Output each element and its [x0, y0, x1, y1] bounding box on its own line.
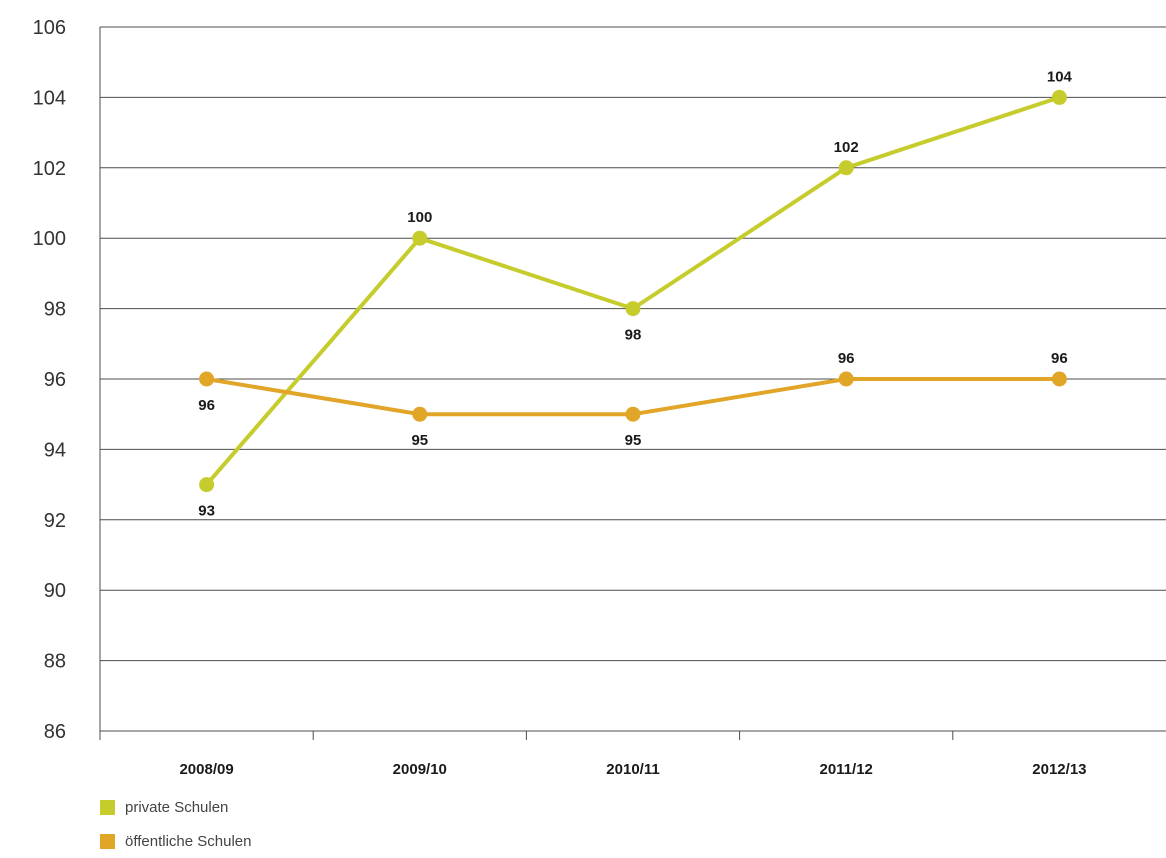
data-point [625, 301, 641, 317]
data-point [199, 371, 215, 387]
data-label: 95 [625, 432, 642, 449]
legend-label-private: private Schulen [125, 798, 229, 816]
data-label: 98 [625, 327, 642, 344]
legend-swatch-private [100, 799, 115, 815]
legend-item-private: private Schulen [100, 790, 251, 824]
x-tick-label: 2008/09 [179, 761, 233, 778]
legend-label-public: öffentliche Schulen [125, 832, 252, 850]
y-tick-label: 102 [33, 158, 66, 180]
series-lines [199, 89, 1067, 493]
y-tick-label: 100 [33, 228, 66, 250]
y-tick-label: 98 [44, 299, 66, 321]
data-point [625, 406, 641, 422]
y-tick-label: 88 [44, 651, 66, 673]
series-line-private [205, 95, 1061, 486]
data-label: 96 [838, 350, 855, 367]
legend-swatch-public [100, 833, 115, 849]
x-tick-labels: 2008/09 2009/10 2010/11 2011/12 2012/13 [179, 761, 1086, 778]
x-tick-label: 2012/13 [1032, 761, 1086, 778]
y-tick-label: 90 [44, 580, 66, 602]
x-tick-label: 2011/12 [819, 761, 872, 778]
data-point [1051, 371, 1067, 387]
y-tick-labels: 86 88 90 92 94 96 98 100 102 104 106 [33, 17, 66, 743]
data-point [412, 406, 428, 422]
y-tick-label: 106 [33, 17, 66, 39]
legend-item-public: öffentliche Schulen [100, 824, 251, 858]
data-label: 95 [411, 432, 428, 449]
y-tick-label: 104 [33, 87, 66, 109]
axes [99, 27, 1166, 740]
data-labels: 93 100 98 102 104 96 95 95 96 96 [198, 68, 1072, 519]
y-tick-label: 94 [44, 439, 66, 461]
data-point [199, 477, 215, 493]
data-point [838, 160, 854, 176]
data-label: 102 [834, 139, 859, 156]
data-label: 96 [198, 397, 215, 414]
gridlines [100, 26, 1166, 662]
y-tick-label: 96 [44, 369, 66, 391]
legend: private Schulen öffentliche Schulen [100, 790, 251, 858]
data-point [1051, 89, 1067, 105]
data-label: 96 [1051, 350, 1068, 367]
data-label: 93 [198, 503, 215, 520]
x-tick-label: 2010/11 [606, 761, 659, 778]
data-point [412, 230, 428, 246]
data-label: 104 [1047, 68, 1073, 85]
y-tick-label: 86 [44, 721, 66, 743]
data-label: 100 [407, 209, 432, 226]
y-tick-label: 92 [44, 510, 66, 532]
data-point [838, 371, 854, 387]
x-tick-label: 2009/10 [393, 761, 447, 778]
